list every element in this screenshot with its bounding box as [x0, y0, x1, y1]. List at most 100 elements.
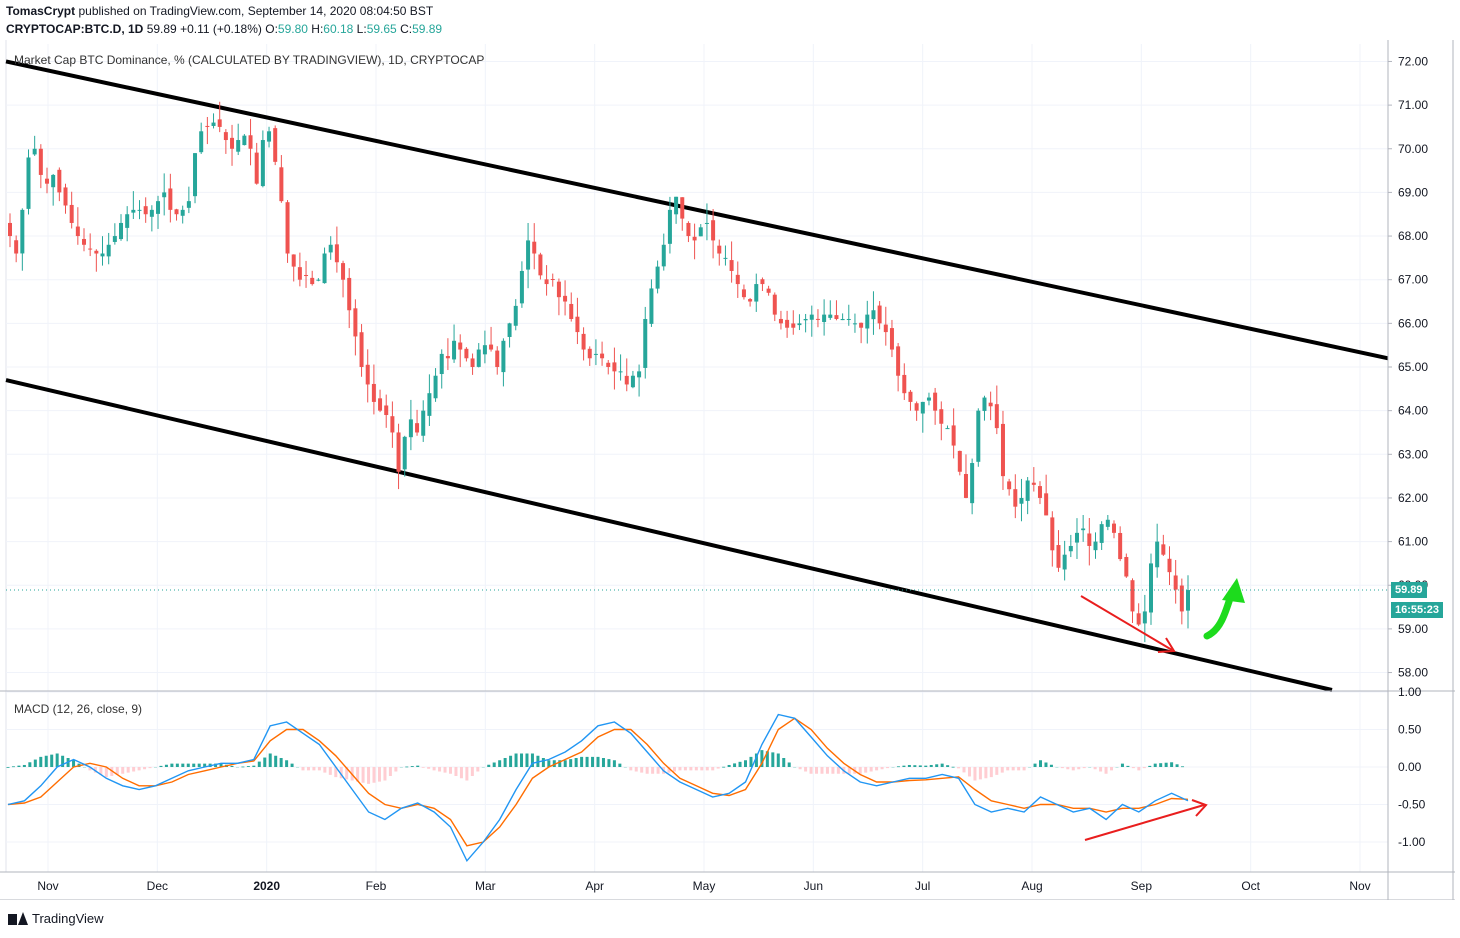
candle-body: [760, 279, 765, 285]
candle-body: [988, 402, 993, 407]
candle-body: [1031, 482, 1036, 485]
macd-histogram-bar: [1181, 766, 1185, 768]
macd-histogram-bar: [17, 765, 21, 767]
macd-histogram-bar: [143, 767, 147, 770]
candle-body: [797, 323, 802, 326]
signal-line: [7, 717, 1189, 847]
macd-histogram-bar: [1115, 767, 1119, 768]
candle-body: [402, 436, 407, 470]
candle-body: [896, 346, 901, 376]
candle-body: [587, 348, 592, 359]
macd-histogram-bar: [820, 767, 824, 774]
macd-histogram-bar: [11, 766, 15, 768]
macd-histogram-bar: [1022, 767, 1026, 771]
author-name[interactable]: TomasCrypt: [6, 4, 76, 18]
candle-body: [840, 318, 845, 321]
candle-body: [8, 222, 12, 237]
candle-body: [680, 197, 685, 219]
price-tick-label: 61.00: [1398, 535, 1428, 549]
macd-histogram-bar: [372, 767, 376, 783]
macd-histogram-bar: [154, 767, 157, 768]
candle-body: [538, 254, 543, 276]
channel-lower-line: [5, 378, 1333, 692]
footer-bar: [0, 900, 1460, 938]
macd-histogram-bar: [1060, 767, 1064, 769]
candle-body: [1013, 489, 1018, 507]
candle-body: [242, 135, 247, 146]
macd-histogram-bar: [252, 765, 256, 767]
candle-body: [94, 250, 99, 254]
symbol-name[interactable]: CRYPTOCAP:BTC.D, 1D: [6, 22, 144, 36]
price-tick-label: 71.00: [1398, 98, 1428, 112]
macd-histogram-bar: [1055, 767, 1059, 768]
macd-histogram-bar: [809, 767, 813, 774]
macd-histogram-bar: [733, 763, 737, 767]
candle-body: [476, 349, 481, 367]
candle-body: [902, 374, 907, 394]
macd-histogram-bar: [902, 765, 906, 767]
macd-histogram-bar: [918, 765, 922, 767]
macd-histogram-bar: [793, 767, 797, 768]
macd-histogram-bar: [667, 767, 671, 773]
macd-histogram-bar: [61, 755, 65, 767]
macd-histogram-bar: [1093, 767, 1097, 770]
macd-histogram-bar: [1099, 767, 1103, 772]
macd-group: [6, 713, 1189, 863]
candle-body: [316, 279, 321, 281]
candle-body: [199, 131, 204, 153]
annotations-group: [1080, 578, 1245, 841]
candle-body: [334, 244, 339, 263]
candle-body: [970, 463, 975, 504]
candle-body: [106, 244, 111, 257]
candle-body: [698, 227, 703, 237]
macd-histogram-bar: [148, 767, 152, 769]
candle-body: [217, 119, 222, 127]
candle-body: [359, 332, 364, 367]
time-tick-label: Feb: [366, 879, 387, 893]
macd-histogram-bar: [301, 767, 305, 771]
macd-histogram-bar: [711, 767, 715, 771]
candle-body: [711, 220, 716, 241]
macd-histogram-bar: [279, 758, 283, 767]
macd-histogram-bar: [509, 755, 513, 767]
candle-body: [279, 167, 284, 202]
candle-body: [88, 248, 93, 250]
time-tick-label: Jun: [804, 879, 823, 893]
candle-body: [717, 245, 722, 254]
candle-body: [482, 345, 487, 355]
macd-tick-label: 1.00: [1398, 685, 1422, 699]
macd-histogram-bar: [241, 766, 245, 768]
candle-body: [143, 206, 148, 215]
candle-body: [291, 254, 296, 267]
macd-histogram-bar: [274, 755, 278, 767]
publisher-line: TomasCrypt published on TradingView.com,…: [6, 4, 433, 18]
macd-histogram-bar: [629, 767, 633, 771]
price-tick-label: 63.00: [1398, 447, 1428, 461]
macd-histogram-bar: [541, 758, 545, 767]
tradingview-logo[interactable]: TradingView: [8, 911, 104, 926]
macd-histogram-bar: [1000, 767, 1004, 773]
candle-body: [439, 353, 444, 375]
candle-body: [174, 209, 179, 215]
macd-histogram-bar: [1044, 762, 1048, 767]
candle-body: [75, 226, 80, 237]
macd-histogram-bar: [869, 767, 873, 772]
candle-body: [618, 371, 623, 373]
macd-histogram-bar: [929, 764, 933, 767]
candle-body: [470, 358, 475, 367]
candle-body: [125, 214, 130, 228]
macd-histogram-bar: [946, 765, 950, 767]
price-tick-label: 70.00: [1398, 142, 1428, 156]
macd-histogram-bar: [656, 767, 660, 774]
macd-histogram-bar: [896, 766, 900, 768]
macd-histogram-bar: [1148, 765, 1152, 767]
candle-body: [168, 188, 173, 210]
macd-histogram-bar: [716, 767, 720, 769]
macd-histogram-bar: [520, 753, 524, 767]
macd-histogram-bar: [159, 765, 163, 767]
macd-histogram-bar: [132, 767, 136, 772]
macd-histogram-bar: [115, 767, 119, 775]
brand-label: TradingView: [32, 911, 104, 926]
candle-body: [1111, 523, 1116, 533]
